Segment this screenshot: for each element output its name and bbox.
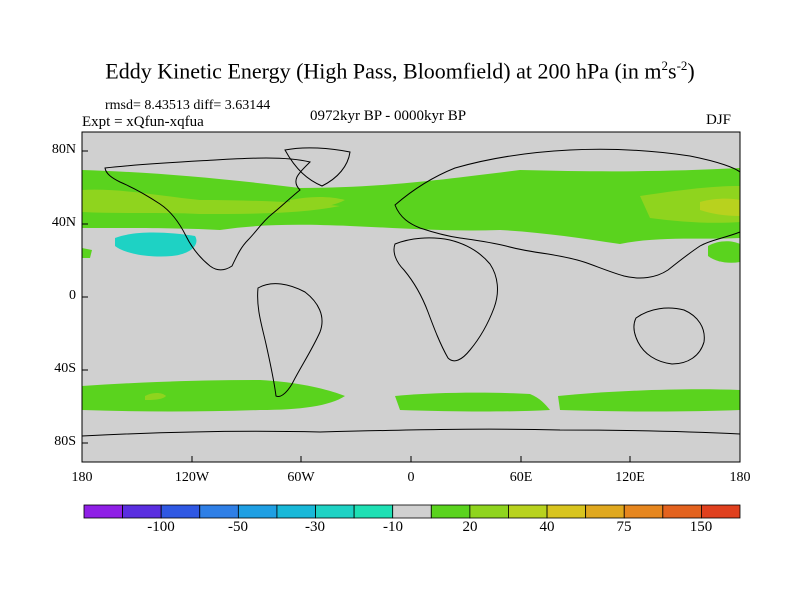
colorbar-swatch — [160, 504, 201, 519]
colorbar — [83, 504, 741, 519]
colorbar-swatch — [392, 504, 432, 519]
colorbar-swatch — [546, 504, 587, 519]
axis-ticks — [82, 150, 631, 462]
nh-band-mid-atlantic — [290, 197, 345, 208]
coastlines — [81, 147, 741, 437]
lat-label: 0 — [69, 288, 76, 303]
nh-spot-west-pacific — [708, 241, 740, 263]
colorbar-swatch — [353, 504, 394, 519]
colorbar-label: 150 — [689, 519, 713, 535]
colorbar-swatch — [701, 504, 741, 519]
colorbar-swatch — [469, 504, 509, 519]
colorbar-label: -10 — [383, 519, 403, 535]
coast-antarctica — [81, 428, 741, 437]
lon-label: 180 — [71, 470, 93, 485]
colorbar-swatch — [508, 504, 548, 519]
lat-label: 40N — [51, 215, 76, 230]
lon-label: 120W — [174, 470, 210, 485]
coast-europe-asia — [394, 148, 741, 279]
colorbar-swatch — [315, 504, 355, 519]
season-label: DJF — [706, 112, 732, 128]
lat-label: 80S — [54, 434, 76, 449]
colorbar-label: 20 — [462, 519, 478, 535]
lon-label: 60W — [287, 470, 315, 485]
lat-label: 40S — [54, 361, 76, 376]
sh-band-west — [82, 380, 345, 412]
colorbar-swatch — [662, 504, 702, 519]
colorbar-swatch — [585, 504, 625, 519]
chart-title: Eddy Kinetic Energy (High Pass, Bloomfie… — [105, 58, 695, 84]
colorbar-swatch — [276, 504, 316, 519]
lat-label: 80N — [51, 142, 76, 157]
neg-patch-pacific — [115, 232, 197, 257]
map-panel — [81, 131, 741, 463]
sh-band-east — [395, 392, 550, 412]
nh-band-high — [700, 198, 740, 216]
stats-text: rmsd= 8.43513 diff= 3.63144 — [105, 98, 271, 113]
colorbar-swatch — [237, 504, 278, 519]
experiment-label: Expt = xQfun-xqfua — [82, 114, 204, 130]
coast-australia — [633, 307, 705, 365]
coast-africa — [393, 237, 498, 362]
colorbar-swatch — [122, 504, 162, 519]
lon-label: 120E — [615, 470, 645, 485]
colorbar-swatch — [430, 504, 471, 519]
sh-band-far-east — [558, 389, 740, 412]
colorbar-label: -50 — [228, 519, 248, 535]
colorbar-label: 40 — [539, 519, 555, 535]
lon-label: 60E — [509, 470, 533, 485]
coast-greenland — [284, 147, 351, 187]
lon-label: 180 — [729, 470, 751, 485]
coast-south-america — [257, 283, 323, 397]
lon-label: 0 — [407, 470, 415, 485]
coast-north-america — [104, 157, 311, 271]
nh-band-low — [82, 168, 740, 244]
colorbar-swatch — [83, 504, 123, 519]
colorbar-label: -30 — [305, 519, 325, 535]
period-label: 0972kyr BP - 0000kyr BP — [310, 108, 467, 124]
nh-spot-date-line — [82, 248, 92, 258]
colorbar-label: -100 — [147, 519, 175, 535]
colorbar-label: 75 — [616, 519, 632, 535]
colorbar-swatch — [199, 504, 239, 519]
colorbar-swatch — [623, 504, 664, 519]
sh-spot-mid — [145, 393, 166, 400]
